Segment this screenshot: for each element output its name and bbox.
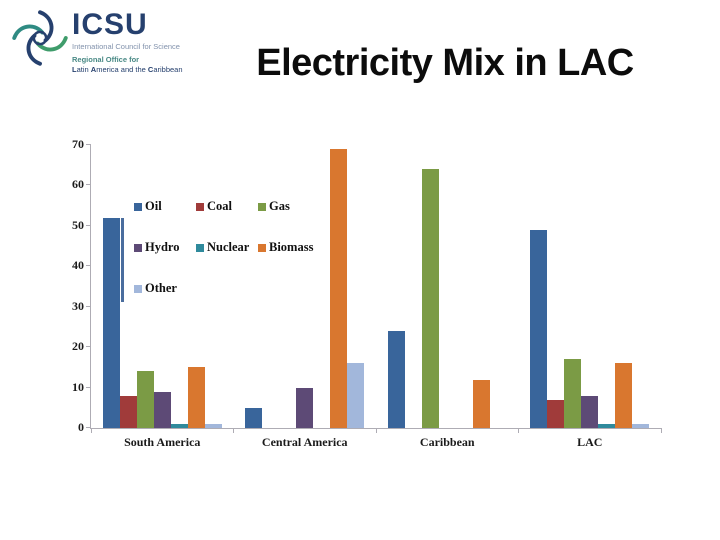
legend-swatch-icon <box>196 202 204 211</box>
logo-text-part: merica and the <box>96 65 148 74</box>
bar-group <box>91 145 234 428</box>
x-axis-tick-mark <box>90 428 92 433</box>
y-axis-tick-mark <box>86 144 91 145</box>
x-axis-category-label: Caribbean <box>419 435 475 449</box>
y-axis-tick-mark <box>86 224 91 226</box>
x-axis-category-label: LAC <box>577 435 603 449</box>
icsu-subtitle: International Council for Science <box>72 42 180 51</box>
bar-coal <box>547 399 565 428</box>
chart-legend: Oil Coal Gas Hydro Nuclear Biomass Other <box>134 199 320 322</box>
logo-text-part: aribbean <box>153 65 183 74</box>
y-axis-tick-mark <box>86 184 91 186</box>
y-axis-tick-label: 40 <box>72 258 84 273</box>
bar-coal <box>119 395 137 428</box>
logo-text-part: C <box>147 65 154 74</box>
bar-oil <box>387 330 405 428</box>
icsu-office-line: Regional Office for <box>72 55 140 64</box>
legend-swatch-icon <box>258 202 266 211</box>
y-axis-tick-mark <box>86 346 91 348</box>
icsu-logo: ICSU International Council for Science R… <box>12 6 183 74</box>
legend-label: Biomass <box>269 240 314 254</box>
x-axis-tick-mark <box>518 428 519 433</box>
legend-row: Oil Coal Gas <box>134 199 320 214</box>
logo-text-part: atin <box>76 65 91 74</box>
legend-label: Other <box>145 281 177 295</box>
legend-item-hydro: Hydro <box>134 240 196 255</box>
bar-gas <box>136 371 154 428</box>
icsu-acronym: ICSU <box>72 8 148 41</box>
y-axis-tick-mark <box>86 386 91 388</box>
legend-item-gas: Gas <box>258 199 320 214</box>
legend-swatch-icon <box>134 284 142 293</box>
legend-label: Coal <box>207 199 232 213</box>
bar-gas <box>421 169 439 428</box>
y-axis-tick-label: 70 <box>72 137 84 151</box>
bar-biomass <box>472 379 490 428</box>
legend-swatch-icon <box>258 243 266 252</box>
legend-swatch-icon <box>196 243 204 252</box>
bar-nuclear <box>170 423 188 428</box>
y-axis-tick-mark <box>86 265 91 267</box>
bar-biomass <box>615 363 633 428</box>
bar-biomass <box>187 367 205 428</box>
logo-text-part: L <box>72 65 77 74</box>
icsu-logo-text: ICSU International Council for Science R… <box>72 6 183 75</box>
legend-label: Gas <box>269 199 290 213</box>
y-axis-tick-label: 20 <box>72 339 84 354</box>
legend-swatch-icon <box>134 243 142 252</box>
legend-item-biomass: Biomass <box>258 240 320 255</box>
x-axis-tick-mark <box>660 428 662 433</box>
legend-left-border-line <box>121 218 124 302</box>
legend-row: Hydro Nuclear Biomass <box>134 240 320 255</box>
bar-hydro <box>296 387 314 428</box>
bar-hydro <box>153 391 171 428</box>
bar-oil <box>102 217 120 428</box>
bar-biomass <box>330 149 348 428</box>
x-axis-tick-mark <box>375 428 377 433</box>
bar-other <box>632 423 650 428</box>
x-axis-category-label: Central America <box>261 435 348 449</box>
y-axis-tick-label: 10 <box>72 379 84 394</box>
plot-area: 0 10 20 30 40 50 60 70 South America Central Amer… <box>72 137 662 449</box>
bar-nuclear <box>598 423 616 428</box>
legend-row: Other <box>134 281 320 296</box>
bar-other <box>347 363 365 428</box>
y-axis-tick-label: 60 <box>72 177 84 192</box>
icsu-region-line: Latin America and the Caribbean <box>72 65 183 74</box>
bar-group <box>234 145 377 428</box>
bar-group <box>376 145 519 428</box>
y-axis-tick-label: 50 <box>72 217 84 232</box>
slide-title: Electricity Mix in LAC <box>256 42 634 84</box>
legend-label: Hydro <box>145 240 180 254</box>
legend-item-coal: Coal <box>196 199 258 214</box>
y-axis-tick-label: 30 <box>72 298 84 313</box>
bar-gas <box>564 359 582 428</box>
bar-oil <box>245 407 263 428</box>
logo-text-part: A <box>90 65 97 74</box>
legend-label: Nuclear <box>207 240 250 254</box>
legend-item-oil: Oil <box>134 199 196 214</box>
bar-oil <box>530 229 548 428</box>
y-axis-tick-mark <box>86 427 91 428</box>
bar-group <box>519 145 662 428</box>
legend-item-other: Other <box>134 281 196 296</box>
y-axis-tick-mark <box>86 305 91 307</box>
legend-item-nuclear: Nuclear <box>196 240 258 255</box>
legend-swatch-icon <box>134 202 142 211</box>
bar-hydro <box>581 395 599 428</box>
x-axis-category-label: South America <box>124 435 201 449</box>
y-axis-tick-label: 0 <box>78 420 84 434</box>
icsu-swirl-icon <box>12 10 68 66</box>
x-axis-tick-mark <box>233 428 234 433</box>
bar-other <box>204 423 222 428</box>
legend-label: Oil <box>145 199 162 213</box>
